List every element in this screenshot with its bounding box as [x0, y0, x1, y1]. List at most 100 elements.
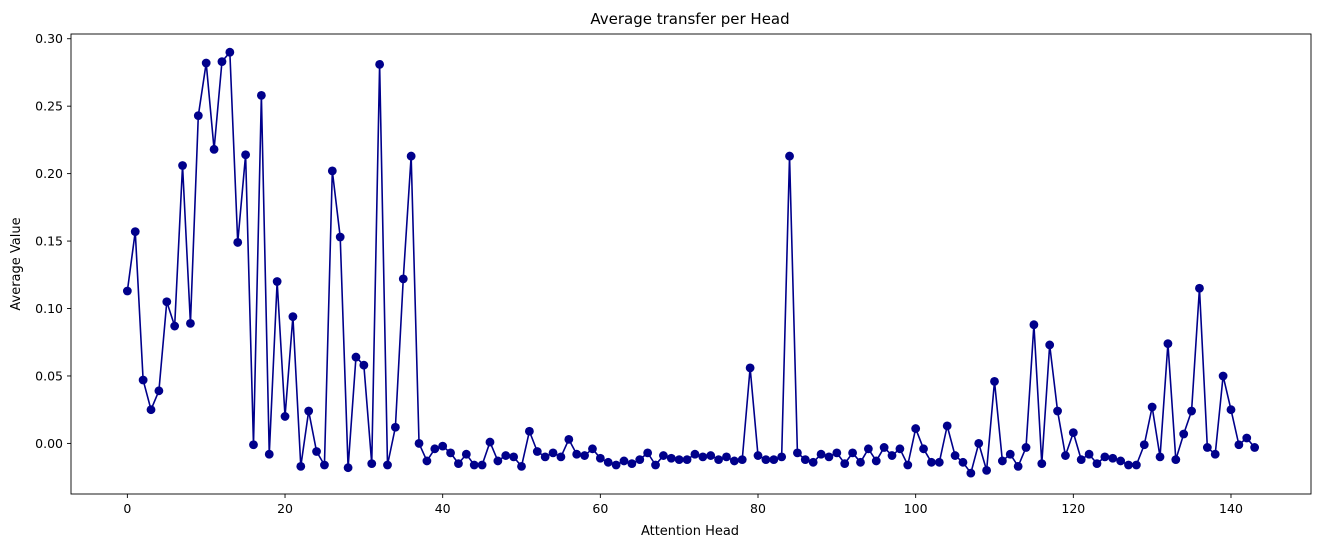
data-point [501, 451, 511, 460]
x-tick-label: 20 [277, 501, 293, 516]
data-point [1155, 452, 1165, 462]
data-point [666, 453, 676, 463]
data-point [761, 455, 771, 465]
data-point [659, 451, 668, 460]
data-point [359, 360, 369, 370]
data-point [493, 456, 503, 466]
chart-title: Average transfer per Head [590, 10, 789, 28]
data-point [343, 463, 353, 473]
data-point [919, 444, 928, 454]
data-point [895, 444, 905, 454]
data-point [249, 440, 258, 450]
data-point [753, 451, 763, 460]
data-point [1084, 449, 1094, 459]
data-point [1163, 339, 1173, 348]
x-tick-label: 120 [1061, 501, 1085, 516]
data-point [982, 465, 992, 475]
data-point [375, 59, 385, 69]
data-point [1124, 460, 1133, 470]
data-point [390, 422, 400, 432]
y-tick-label: 0.10 [35, 301, 63, 316]
data-point [272, 277, 282, 286]
data-point [1171, 455, 1181, 465]
data-point [927, 457, 936, 467]
data-point [532, 447, 542, 456]
data-point [800, 455, 810, 465]
y-tick-label: 0.15 [35, 234, 63, 249]
data-point [619, 456, 629, 466]
plot-area [70, 33, 1312, 495]
data-point [1139, 440, 1149, 450]
data-point [588, 444, 597, 454]
data-point [398, 274, 408, 284]
data-point [454, 459, 463, 469]
y-tick-label: 0.25 [35, 99, 63, 114]
data-point [580, 451, 589, 460]
data-point [217, 57, 227, 67]
data-point [146, 405, 156, 415]
data-point [722, 452, 731, 462]
data-point [1021, 443, 1031, 452]
data-point [201, 58, 211, 68]
data-point [627, 459, 637, 469]
data-point [706, 451, 716, 460]
data-point [1037, 459, 1047, 469]
data-point [264, 449, 274, 459]
x-tick-label: 40 [435, 501, 451, 516]
x-tick-label: 100 [904, 501, 928, 516]
data-point [1116, 456, 1126, 466]
data-point [729, 456, 739, 466]
x-tick-label: 140 [1219, 501, 1243, 516]
data-point [524, 426, 534, 436]
data-point [1005, 449, 1015, 459]
data-point [903, 460, 913, 470]
data-point [517, 461, 526, 471]
data-point [162, 297, 172, 307]
y-tick-label: 0.00 [35, 436, 63, 451]
data-point [1068, 428, 1078, 438]
data-point [974, 439, 984, 448]
data-point [611, 460, 621, 470]
data-point [233, 238, 243, 247]
x-tick-label: 80 [750, 501, 766, 516]
data-point [564, 434, 574, 444]
data-point [477, 460, 487, 470]
data-point [698, 452, 708, 462]
data-point [1187, 406, 1196, 416]
data-point [1100, 452, 1110, 462]
data-point [997, 456, 1007, 466]
data-point [485, 437, 495, 447]
data-point [785, 151, 794, 161]
data-point [871, 456, 881, 466]
data-point [1179, 429, 1189, 439]
data-point [1195, 283, 1204, 293]
data-point [556, 452, 566, 462]
data-point [548, 448, 558, 458]
x-axis-ticks: 0 20 40 60 80 100 120 140 [123, 494, 1243, 516]
data-point [832, 448, 842, 458]
data-point [304, 406, 314, 416]
data-point [312, 447, 321, 456]
data-point [824, 452, 834, 462]
data-point [351, 352, 361, 362]
data-point [572, 449, 582, 459]
data-point [958, 457, 968, 467]
data-point [1131, 460, 1141, 470]
data-point [1045, 340, 1055, 350]
data-point [1226, 405, 1236, 415]
plot-frame [70, 33, 1312, 495]
data-point [1092, 459, 1102, 469]
data-point [438, 441, 448, 451]
data-point [1029, 320, 1039, 330]
data-point [288, 312, 298, 322]
series-layer [122, 47, 1260, 478]
data-point [225, 47, 235, 57]
data-point [327, 166, 337, 176]
data-point [320, 460, 329, 470]
data-point [1053, 406, 1062, 416]
x-axis-label: Attention Head [641, 524, 739, 539]
data-point [130, 227, 140, 237]
data-point [595, 453, 605, 463]
data-point [422, 456, 432, 466]
